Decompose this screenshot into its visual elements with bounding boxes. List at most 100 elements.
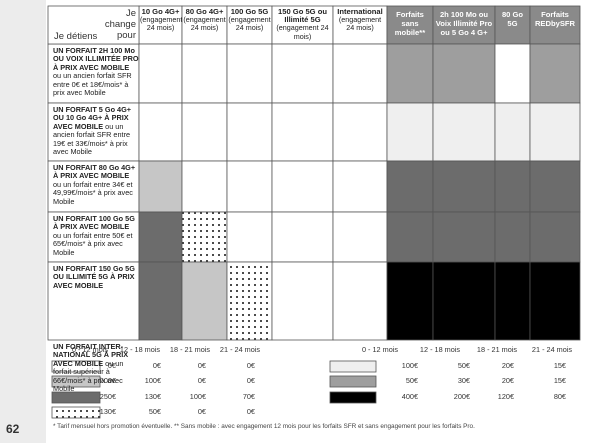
grid-cell-white bbox=[271, 261, 334, 341]
legend-value: 0€ bbox=[197, 361, 206, 370]
column-header: 80 Go 5G bbox=[496, 10, 529, 28]
grid-cell-white bbox=[494, 43, 531, 104]
grid-cell-black bbox=[494, 261, 531, 341]
grid-cell-white bbox=[226, 43, 273, 104]
row-header: UN FORFAIT 5 Go 4G+ OU 10 Go 4G+ À PRIX … bbox=[53, 105, 139, 157]
grid-cell-white bbox=[271, 160, 334, 213]
legend-value: 0€ bbox=[246, 361, 255, 370]
legend-period: 21 - 24 mois bbox=[219, 345, 261, 354]
legend-value: 120€ bbox=[497, 392, 514, 401]
legend-value: 0€ bbox=[246, 407, 255, 416]
row-header-bold: UN FORFAIT 100 Go 5G À PRIX AVEC MOBILE bbox=[53, 214, 135, 232]
legend-period: 18 - 21 mois bbox=[476, 345, 518, 354]
corner-change-label: Je change pour bbox=[104, 8, 136, 41]
legend-value: 100€ bbox=[401, 361, 418, 370]
column-header-title: 10 Go 4G+ bbox=[141, 7, 180, 16]
column-header-subtitle: (engagement 24 mois) bbox=[183, 15, 226, 33]
grid-cell-dark bbox=[494, 211, 531, 263]
grid-cell-white bbox=[332, 102, 388, 162]
grid-cell-white bbox=[226, 160, 273, 213]
grid-cell-white bbox=[332, 261, 388, 341]
column-header: Forfaits sans mobile** bbox=[388, 10, 432, 38]
row-header-detail: ou un ancien forfait SFR entre 19€ et 33… bbox=[53, 121, 131, 157]
row-header-bold: UN FORFAIT 150 Go 5G OU ILLIMITÉ 5G À PR… bbox=[53, 264, 135, 290]
legend-value: 20€ bbox=[501, 376, 514, 385]
legend-value: 50€ bbox=[457, 361, 470, 370]
corner-hold-label: Je détiens bbox=[54, 31, 98, 42]
row-header-cell bbox=[47, 43, 140, 104]
legend-value: 50€ bbox=[405, 376, 418, 385]
legend-value: 200€ bbox=[453, 392, 470, 401]
grid-cell-pale bbox=[494, 102, 531, 162]
legend-value: 100€ bbox=[144, 376, 161, 385]
legend-swatch-light bbox=[51, 375, 101, 388]
legend-value: 0€ bbox=[246, 376, 255, 385]
row-header-detail: ou un forfait supérieur à 66€/mois* à pr… bbox=[53, 358, 124, 394]
grid-cell-black bbox=[432, 261, 496, 341]
grid-cell-white bbox=[226, 102, 273, 162]
column-header-title: 80 Go 4G+ bbox=[185, 7, 224, 16]
column-header-title: 80 Go 5G bbox=[501, 10, 524, 29]
grid-cell-dark bbox=[432, 211, 496, 263]
grid-cell-white bbox=[181, 160, 228, 213]
column-header-cell bbox=[138, 5, 183, 45]
legend-value: 400€ bbox=[401, 392, 418, 401]
legend-value: 15€ bbox=[553, 376, 566, 385]
column-header-title: Forfaits REDbySFR bbox=[534, 10, 576, 29]
grid-cell-grey bbox=[529, 43, 581, 104]
grid-cell-white bbox=[332, 43, 388, 104]
legend-period: 0 - 12 mois bbox=[71, 345, 109, 354]
grid-cell-white bbox=[181, 102, 228, 162]
column-header: Forfaits REDbySFR bbox=[531, 10, 579, 28]
legend-period: 18 - 21 mois bbox=[169, 345, 211, 354]
grid-cell-light bbox=[138, 160, 183, 213]
column-header: International (engagement 24 mois) bbox=[334, 7, 386, 33]
column-header: 10 Go 4G+ (engagement 24 mois) bbox=[140, 7, 182, 33]
row-header-cell bbox=[47, 102, 140, 162]
column-header-cell bbox=[529, 5, 581, 45]
legend-value: 0€ bbox=[152, 361, 161, 370]
grid-cell-dark bbox=[386, 211, 434, 263]
legend-value: 250€ bbox=[99, 392, 116, 401]
legend-value: 15€ bbox=[553, 361, 566, 370]
grid-cell-dark bbox=[494, 160, 531, 213]
corner-cell bbox=[47, 5, 140, 45]
grid-cell-white bbox=[271, 211, 334, 263]
column-header: 2h 100 Mo ou Voix Illimité Pro ou 5 Go 4… bbox=[434, 10, 494, 38]
grid-cell-pale bbox=[386, 102, 434, 162]
grid-cell-dark bbox=[386, 160, 434, 213]
column-header: 80 Go 4G+ (engagement 24 mois) bbox=[183, 7, 226, 33]
legend-value: 100€ bbox=[189, 392, 206, 401]
grid-cell-dark bbox=[529, 211, 581, 263]
legend-value: 130€ bbox=[144, 392, 161, 401]
grid-cell-dots bbox=[226, 261, 273, 341]
legend-swatch-grey bbox=[329, 375, 377, 388]
grid-cell-white bbox=[181, 43, 228, 104]
grid-cell-white bbox=[332, 160, 388, 213]
row-header-bold: UN FORFAIT 5 Go 4G+ OU 10 Go 4G+ À PRIX … bbox=[53, 105, 132, 131]
row-header-bold: UN FORFAIT 2H 100 Mo OU VOIX ILLIMITÉE P… bbox=[53, 46, 139, 72]
column-header-subtitle: (engagement 24 mois) bbox=[276, 23, 329, 41]
grid-cell-dark bbox=[138, 261, 183, 341]
legend-value: 70€ bbox=[242, 392, 255, 401]
legend-value: 30€ bbox=[457, 376, 470, 385]
grid-cell-dark bbox=[138, 211, 183, 263]
grid-cell-white bbox=[332, 211, 388, 263]
row-header-cell bbox=[47, 261, 140, 341]
legend-swatch-pale bbox=[329, 360, 377, 373]
legend-swatch-white bbox=[51, 360, 101, 373]
column-header-title: 150 Go 5G ou Illimité 5G bbox=[278, 7, 327, 25]
grid-cell-dark bbox=[529, 160, 581, 213]
grid-cell-pale bbox=[432, 102, 496, 162]
legend-period: 0 - 12 mois bbox=[361, 345, 399, 354]
grid-cell-light bbox=[181, 261, 228, 341]
row-header: UN FORFAIT 80 Go 4G+ À PRIX AVEC MOBILE … bbox=[53, 163, 139, 206]
grid-cell-black bbox=[529, 261, 581, 341]
grid-cell-dark bbox=[432, 160, 496, 213]
column-header-cell bbox=[432, 5, 496, 45]
legend-value: 0€ bbox=[197, 376, 206, 385]
row-header: UN FORFAIT 100 Go 5G À PRIX AVEC MOBILE … bbox=[53, 214, 139, 257]
page-margin: 62 bbox=[0, 0, 46, 443]
